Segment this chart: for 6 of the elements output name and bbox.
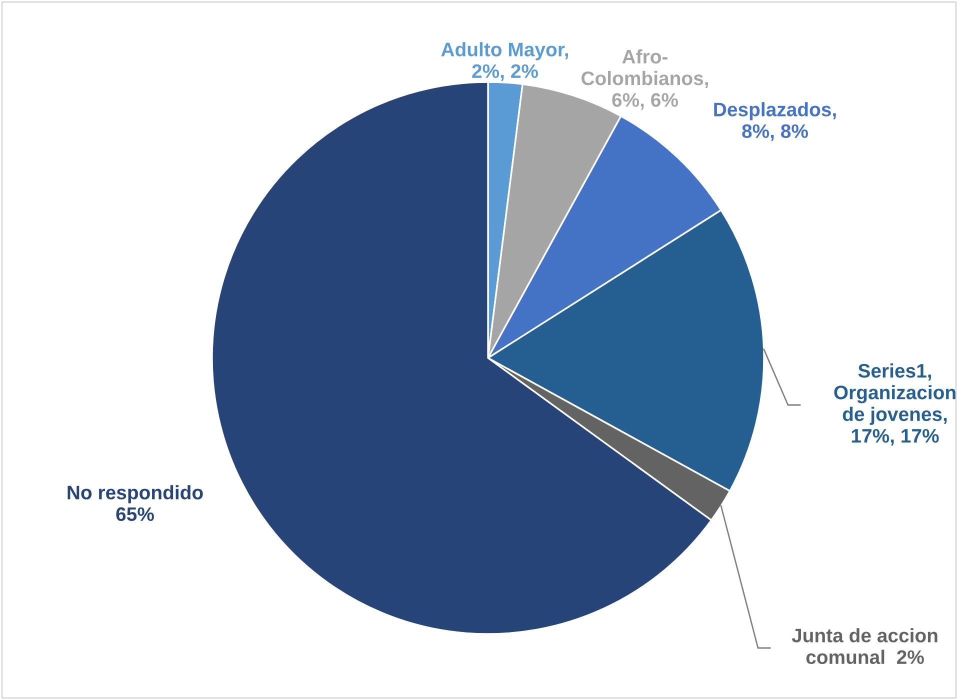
slice-label: Desplazados, 8%, 8%: [714, 102, 836, 141]
slice-label: Afro- Colombianos, 6%, 6%: [582, 49, 708, 110]
slice-label: Junta de accion comunal 2%: [792, 628, 938, 664]
slice-label: Series1, Organizacion de jovenes, 17%, 17%: [834, 363, 956, 446]
slice-label: No respondido 65%: [68, 485, 203, 522]
slice-label: Adulto Mayor, 2%, 2%: [441, 42, 568, 81]
